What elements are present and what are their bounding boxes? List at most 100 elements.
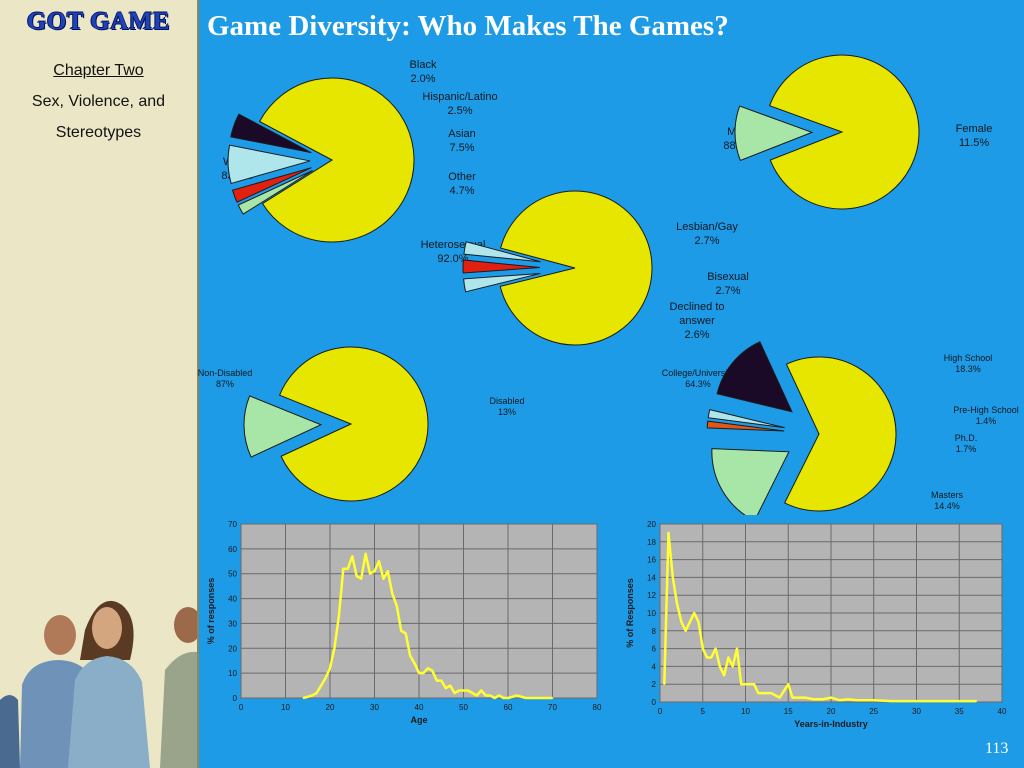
data-point bbox=[680, 621, 683, 623]
age-line-chart: 0 10 20 30 40 50 60 70 80 0 10 20 30 40 50 60 70 Age % of … bbox=[206, 520, 602, 725]
y-tick-label: 18 bbox=[647, 538, 656, 547]
pie-label-pre-high-school: Pre-High School bbox=[953, 405, 1019, 415]
data-point bbox=[748, 683, 751, 685]
sidebar: GOT GAME Chapter Two Sex, Violence, and … bbox=[0, 0, 199, 768]
data-point bbox=[320, 684, 322, 687]
data-point bbox=[404, 632, 407, 635]
data-point bbox=[360, 577, 362, 580]
pie-label-hispanic-latino: Hispanic/Latino bbox=[422, 91, 497, 103]
data-point bbox=[924, 700, 926, 702]
data-point bbox=[667, 532, 670, 534]
y-tick-label: 10 bbox=[647, 609, 656, 618]
data-point bbox=[471, 692, 474, 694]
pie-label-declined-to-answer: answer bbox=[679, 315, 715, 327]
data-point bbox=[542, 697, 545, 699]
pie-slice-heterosexual bbox=[499, 190, 653, 346]
book-logo: GOT GAME bbox=[26, 8, 171, 35]
data-point bbox=[723, 674, 725, 677]
x-tick-label: 60 bbox=[504, 703, 513, 712]
x-tick-label: 40 bbox=[998, 707, 1007, 716]
data-point bbox=[502, 697, 505, 699]
data-point bbox=[329, 667, 331, 669]
y-tick-label: 40 bbox=[228, 595, 237, 604]
y-tick-label: 14 bbox=[647, 573, 656, 582]
years-line-chart: 0 5 10 15 20 25 30 35 40 0 2 4 6 8 10 12 14 16 18 20 Years-i… bbox=[625, 520, 1007, 729]
x-tick-label: 0 bbox=[658, 707, 663, 716]
data-point bbox=[731, 665, 734, 668]
data-point bbox=[706, 656, 708, 659]
data-point bbox=[697, 621, 700, 623]
data-point bbox=[422, 672, 425, 674]
pie-value-college-university: 64.3% bbox=[685, 379, 711, 389]
data-point bbox=[676, 603, 678, 605]
pie-label-bisexual: Bisexual bbox=[707, 271, 749, 283]
data-point bbox=[672, 576, 674, 579]
data-point bbox=[710, 656, 713, 659]
data-point bbox=[533, 697, 536, 699]
data-point bbox=[453, 692, 456, 694]
data-point bbox=[813, 698, 815, 701]
x-tick-label: 70 bbox=[548, 703, 557, 712]
pie-value-ph-d: 1.7% bbox=[956, 444, 977, 454]
data-point bbox=[736, 647, 738, 650]
y-tick-label: 10 bbox=[228, 669, 237, 678]
data-point bbox=[476, 694, 478, 697]
data-point bbox=[791, 696, 794, 699]
data-point bbox=[761, 692, 764, 694]
data-point bbox=[431, 669, 434, 672]
data-point bbox=[315, 692, 318, 694]
x-tick-label: 20 bbox=[827, 707, 836, 716]
y-tick-label: 30 bbox=[228, 619, 237, 628]
chapter-title-line1: Sex, Violence, and bbox=[31, 93, 166, 110]
y-axis-label: % of Responses bbox=[625, 578, 635, 648]
pie-slice-pre-high-school bbox=[706, 420, 785, 432]
pie-slice-lesbian-gay bbox=[463, 272, 541, 293]
y-axis-label: % of responses bbox=[206, 578, 216, 645]
data-point bbox=[338, 615, 340, 617]
data-point bbox=[689, 621, 691, 623]
pie-value-pre-high-school: 1.4% bbox=[976, 416, 997, 426]
pie-value-declined-to-answer: 2.6% bbox=[684, 329, 709, 341]
data-point bbox=[744, 683, 747, 685]
pie-slice-bisexual bbox=[462, 259, 541, 274]
data-point bbox=[449, 684, 451, 687]
data-point bbox=[462, 689, 465, 692]
data-point bbox=[864, 699, 866, 702]
pie-label-asian: Asian bbox=[448, 128, 476, 140]
data-point bbox=[830, 696, 832, 699]
x-tick-label: 20 bbox=[326, 703, 335, 712]
data-point bbox=[507, 697, 509, 699]
data-point bbox=[958, 700, 961, 702]
data-point bbox=[821, 698, 824, 701]
data-point bbox=[778, 696, 781, 699]
data-point bbox=[766, 692, 768, 694]
pie-charts: White83.3%Black2.0%Hispanic/Latino2.5%As… bbox=[198, 54, 1019, 515]
data-point bbox=[740, 683, 743, 685]
pie-slice-black bbox=[237, 170, 313, 215]
pie-value-non-disabled: 87% bbox=[216, 379, 234, 389]
pie-value-other: 4.7% bbox=[449, 185, 474, 197]
pie-slice-female bbox=[734, 105, 814, 162]
data-point bbox=[400, 630, 402, 632]
data-point bbox=[663, 683, 666, 685]
y-tick-label: 20 bbox=[228, 644, 237, 653]
pie-label-declined-to-answer: Declined to bbox=[669, 301, 724, 313]
data-point bbox=[719, 665, 721, 668]
y-tick-label: 60 bbox=[228, 545, 237, 554]
y-tick-label: 16 bbox=[647, 556, 656, 565]
y-tick-label: 4 bbox=[652, 662, 657, 671]
data-point bbox=[364, 553, 367, 555]
pie-slice-non-disabled bbox=[278, 346, 429, 502]
y-tick-label: 0 bbox=[233, 694, 238, 703]
pie-label-high-school: High School bbox=[944, 353, 993, 363]
data-point bbox=[480, 689, 483, 692]
x-tick-label: 5 bbox=[701, 707, 706, 716]
x-tick-label: 30 bbox=[912, 707, 921, 716]
pie-value-female: 11.5% bbox=[959, 137, 990, 149]
data-point bbox=[413, 662, 416, 664]
data-point bbox=[355, 575, 358, 577]
data-point bbox=[525, 697, 527, 699]
people-photo bbox=[0, 590, 197, 768]
